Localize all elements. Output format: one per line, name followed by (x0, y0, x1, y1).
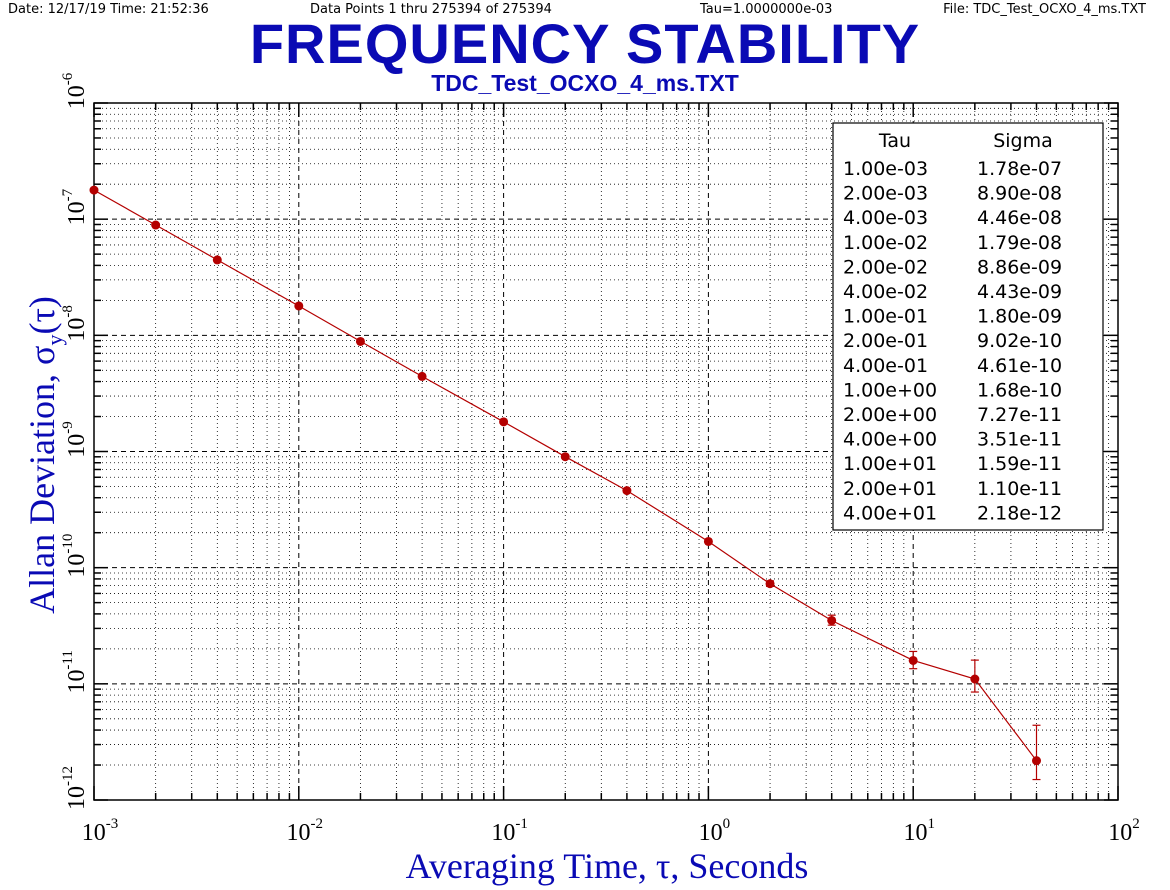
table-cell-sigma: 1.10e-11 (977, 478, 1062, 500)
y-tick-label: 10-6 (60, 72, 90, 109)
data-table-frame (832, 122, 1104, 531)
table-cell-tau: 1.00e+01 (843, 453, 937, 475)
x-tick-label: 10-2 (287, 816, 324, 846)
table-cell-sigma: 1.59e-11 (977, 453, 1062, 475)
x-tick-label: 101 (903, 816, 935, 846)
chart-subtitle: TDC_Test_OCXO_4_ms.TXT (431, 70, 739, 96)
x-tick-label: 10-1 (491, 816, 527, 846)
data-point (212, 255, 222, 265)
data-point (1032, 756, 1042, 766)
data-point (355, 336, 365, 346)
y-tick-label: 10-12 (60, 766, 90, 810)
data-point (703, 536, 713, 546)
table-cell-tau: 2.00e+01 (843, 478, 937, 500)
y-axis-title-main: Allan Deviation, σ (22, 346, 62, 614)
table-cell-tau: 2.00e+00 (843, 404, 937, 426)
data-table: Tau Sigma 1.00e-03 1.78e-07 2.00e-03 8.90e-08… (832, 122, 1104, 531)
table-cell-sigma: 8.90e-08 (977, 183, 1062, 205)
header-file: File: TDC_Test_OCXO_4_ms.TXT (943, 2, 1146, 17)
table-cell-tau: 4.00e-01 (843, 355, 928, 377)
header-date-time: Date: 12/17/19 Time: 21:52:36 (8, 2, 209, 17)
data-point (622, 486, 632, 496)
data-point (294, 301, 304, 311)
data-point (560, 452, 570, 462)
table-cell-sigma: 4.43e-09 (977, 281, 1062, 303)
table-cell-tau: 1.00e+00 (843, 379, 937, 401)
x-axis-title: Averaging Time, τ, Seconds (406, 846, 809, 886)
x-tick-label: 10-3 (82, 816, 119, 846)
y-axis-title-tail: (τ) (22, 296, 62, 334)
data-point (499, 417, 509, 427)
data-point (908, 655, 918, 665)
data-point (970, 674, 980, 684)
y-tick-label: 10-9 (60, 421, 90, 458)
table-cell-sigma: 2.18e-12 (977, 502, 1062, 524)
y-tick-label: 10-8 (60, 305, 90, 342)
table-cell-tau: 4.00e-03 (843, 207, 928, 229)
y-axis-title-subscript: y (42, 335, 67, 346)
table-cell-sigma: 1.68e-10 (977, 379, 1062, 401)
table-cell-sigma: 4.61e-10 (977, 355, 1062, 377)
table-cell-tau: 1.00e-03 (843, 158, 928, 180)
y-axis-title: Allan Deviation, σy(τ) (22, 296, 67, 614)
table-cell-sigma: 3.51e-11 (977, 429, 1062, 451)
table-header-sigma: Sigma (993, 130, 1053, 152)
table-cell-tau: 4.00e+01 (843, 502, 937, 524)
x-tick-label: 100 (699, 816, 731, 846)
y-tick-label: 10-11 (60, 650, 90, 693)
table-cell-tau: 2.00e-02 (843, 256, 928, 278)
data-point (827, 615, 837, 625)
table-cell-sigma: 8.86e-09 (977, 256, 1062, 278)
y-tick-label: 10-7 (60, 188, 90, 225)
data-point (151, 220, 161, 230)
table-cell-tau: 2.00e-03 (843, 183, 928, 205)
y-tick-label: 10-10 (60, 534, 90, 578)
data-point (417, 371, 427, 381)
header-tau: Tau=1.0000000e-03 (700, 2, 833, 17)
table-cell-tau: 2.00e-01 (843, 330, 928, 352)
x-tick-label: 102 (1108, 816, 1140, 846)
ticks-layer (93, 102, 1119, 801)
table-cell-sigma: 1.80e-09 (977, 306, 1062, 328)
table-cell-sigma: 4.46e-08 (977, 207, 1062, 229)
table-cell-tau: 1.00e-01 (843, 306, 928, 328)
chart-title: FREQUENCY STABILITY (249, 12, 921, 75)
table-cell-tau: 1.00e-02 (843, 232, 928, 254)
table-cell-sigma: 7.27e-11 (977, 404, 1062, 426)
table-header-tau: Tau (878, 130, 911, 152)
data-point (89, 185, 99, 195)
series-layer (89, 185, 1042, 781)
table-cell-tau: 4.00e+00 (843, 429, 937, 451)
table-cell-tau: 4.00e-02 (843, 281, 928, 303)
table-cell-sigma: 1.78e-07 (977, 158, 1062, 180)
data-point (765, 579, 775, 589)
header-data-points: Data Points 1 thru 275394 of 275394 (310, 2, 552, 17)
table-cell-sigma: 1.79e-08 (977, 232, 1062, 254)
tick-labels: 10-3 10-2 10-1 100 101 102 10-12 10-11 10-10 10-9… (60, 72, 1140, 846)
table-cell-sigma: 9.02e-10 (977, 330, 1062, 352)
